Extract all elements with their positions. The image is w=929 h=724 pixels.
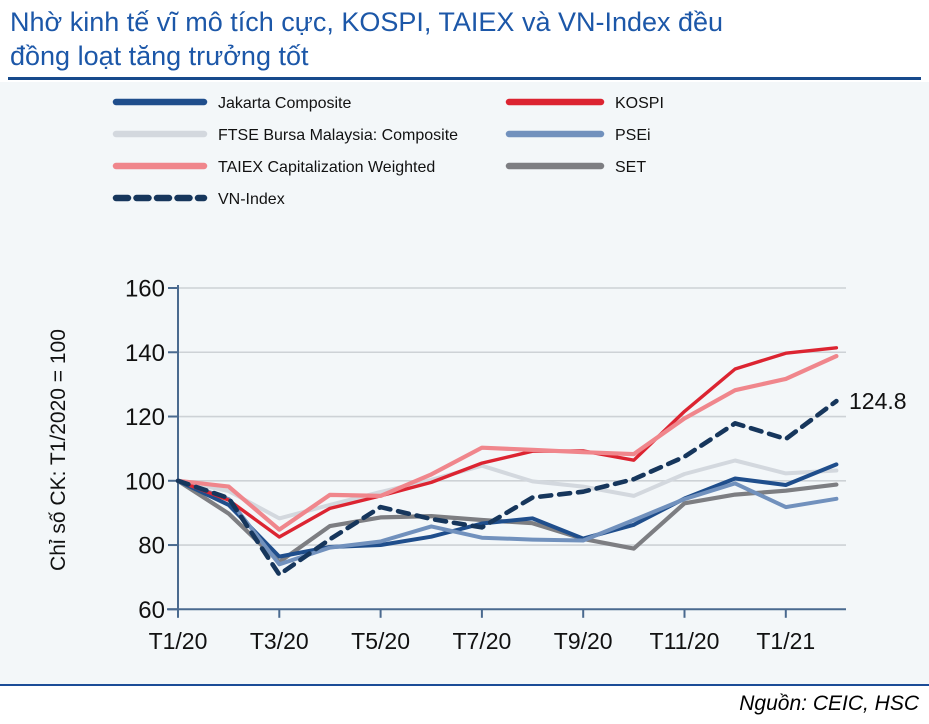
- legend-swatch-set: [505, 162, 605, 170]
- legend-swatch-kospi: [505, 98, 605, 106]
- chart-panel-background: [0, 82, 929, 685]
- footer-divider: [0, 684, 929, 686]
- page-title: Nhờ kinh tế vĩ mô tích cực, KOSPI, TAIEX…: [10, 5, 900, 73]
- legend-label-taiex: TAIEX Capitalization Weighted: [218, 159, 436, 176]
- legend-label-jakarta: Jakarta Composite: [218, 95, 352, 112]
- legend-swatch-taiex: [112, 162, 208, 170]
- source-note: Nguồn: CEIC, HSC: [739, 692, 919, 715]
- legend-label-ftse: FTSE Bursa Malaysia: Composite: [218, 127, 459, 144]
- legend-swatch-psei: [505, 130, 605, 138]
- legend-label-vn_index: VN-Index: [218, 191, 285, 208]
- legend-swatch-ftse: [112, 130, 208, 138]
- page-title-line2: đồng loạt tăng trưởng tốt: [10, 41, 309, 71]
- legend-label-set: SET: [615, 159, 647, 176]
- y-axis-title: Chỉ số CK: T1/2020 = 100: [47, 329, 70, 571]
- legend-label-kospi: KOSPI: [615, 95, 664, 112]
- title-underline: [8, 77, 921, 80]
- vn-index-value-annotation: 124.8: [849, 388, 907, 414]
- page-title-line1: Nhờ kinh tế vĩ mô tích cực, KOSPI, TAIEX…: [10, 7, 724, 37]
- legend-swatch-jakarta: [112, 98, 208, 106]
- legend-swatch-vn_index: [112, 194, 208, 202]
- legend-label-psei: PSEi: [615, 127, 651, 144]
